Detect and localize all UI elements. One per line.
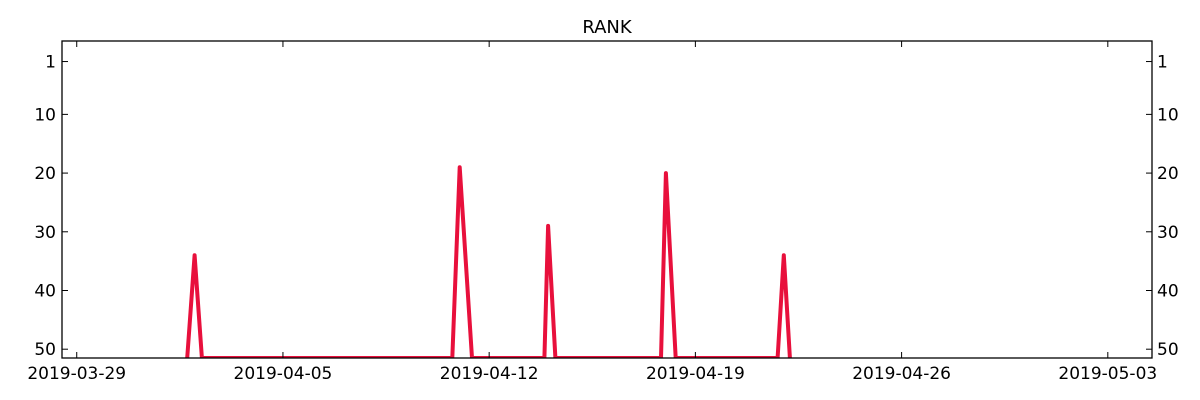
y-tick-label-left-1: 10 <box>34 105 56 125</box>
chart-title: RANK <box>582 17 633 38</box>
y-tick-label-right-3: 30 <box>1157 223 1179 243</box>
y-tick-label-right-0: 1 <box>1157 53 1168 73</box>
y-tick-label-right-5: 50 <box>1157 340 1179 360</box>
x-tick-label-4: 2019-04-26 <box>852 364 951 384</box>
y-tick-label-left-5: 50 <box>34 340 56 360</box>
x-tick-label-1: 2019-04-05 <box>234 364 333 384</box>
y-tick-label-right-2: 20 <box>1157 164 1179 184</box>
x-tick-label-5: 2019-05-03 <box>1058 364 1157 384</box>
plot-frame <box>61 40 1153 359</box>
y-tick-label-left-0: 1 <box>45 53 56 73</box>
y-tick-label-left-3: 30 <box>34 223 56 243</box>
y-tick-label-right-1: 10 <box>1157 105 1179 125</box>
x-tick-label-0: 2019-03-29 <box>27 364 126 384</box>
y-tick-label-left-4: 40 <box>34 281 56 301</box>
y-tick-label-left-2: 20 <box>34 164 56 184</box>
y-tick-label-right-4: 40 <box>1157 281 1179 301</box>
x-tick-label-2: 2019-04-12 <box>440 364 539 384</box>
x-tick-label-3: 2019-04-19 <box>646 364 745 384</box>
series-line-0 <box>185 165 792 358</box>
